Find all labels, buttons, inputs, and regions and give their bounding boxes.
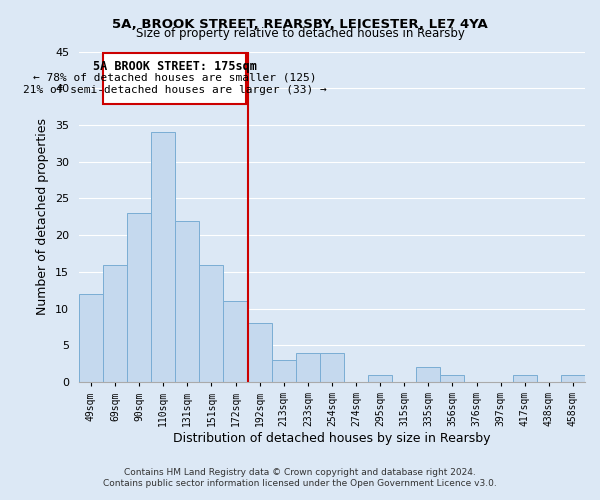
- Y-axis label: Number of detached properties: Number of detached properties: [37, 118, 49, 316]
- Bar: [416, 368, 440, 382]
- Bar: [127, 213, 151, 382]
- Bar: [296, 353, 320, 382]
- Text: Contains HM Land Registry data © Crown copyright and database right 2024.
Contai: Contains HM Land Registry data © Crown c…: [103, 468, 497, 487]
- Bar: [199, 264, 223, 382]
- Bar: [320, 353, 344, 382]
- Bar: [561, 375, 585, 382]
- Text: ← 78% of detached houses are smaller (125): ← 78% of detached houses are smaller (12…: [33, 72, 316, 82]
- Text: 5A, BROOK STREET, REARSBY, LEICESTER, LE7 4YA: 5A, BROOK STREET, REARSBY, LEICESTER, LE…: [112, 18, 488, 30]
- Bar: [272, 360, 296, 382]
- Bar: [223, 302, 248, 382]
- Text: 5A BROOK STREET: 175sqm: 5A BROOK STREET: 175sqm: [93, 60, 257, 72]
- Bar: [440, 375, 464, 382]
- Text: Size of property relative to detached houses in Rearsby: Size of property relative to detached ho…: [136, 28, 464, 40]
- Bar: [175, 220, 199, 382]
- Bar: [79, 294, 103, 382]
- Bar: [368, 375, 392, 382]
- Bar: [103, 264, 127, 382]
- Bar: [512, 375, 537, 382]
- Bar: [248, 324, 272, 382]
- Bar: [151, 132, 175, 382]
- Text: 21% of semi-detached houses are larger (33) →: 21% of semi-detached houses are larger (…: [23, 84, 326, 94]
- FancyBboxPatch shape: [103, 53, 247, 104]
- X-axis label: Distribution of detached houses by size in Rearsby: Distribution of detached houses by size …: [173, 432, 491, 445]
